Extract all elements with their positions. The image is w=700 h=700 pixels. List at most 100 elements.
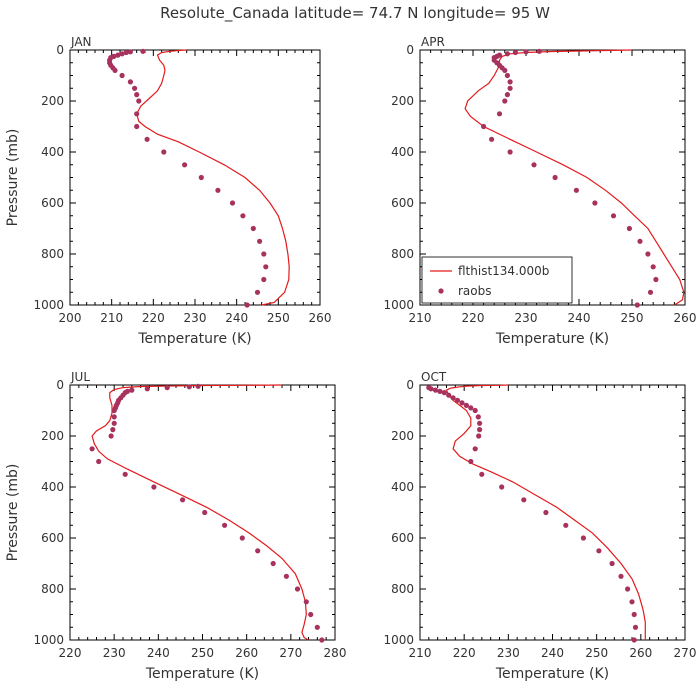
x-tick-label: 230 xyxy=(497,646,520,660)
panels: JAN 200 210 220 230 240 250 260 0 200 400 600 800 100… xyxy=(5,35,696,682)
model-line xyxy=(91,384,309,641)
obs-point xyxy=(543,509,549,516)
obs-point xyxy=(229,200,236,206)
obs-point xyxy=(531,162,537,168)
obs-point xyxy=(182,162,188,168)
x-tick-label: 230 xyxy=(515,311,538,325)
obs-point xyxy=(186,384,192,390)
x-tick-label: 260 xyxy=(309,311,332,325)
panel-label: JAN xyxy=(70,35,92,49)
obs-point xyxy=(507,79,513,85)
x-tick-label: 250 xyxy=(621,311,644,325)
obs-point xyxy=(144,386,150,392)
x-tick-label: 250 xyxy=(267,311,290,325)
obs-point xyxy=(294,586,301,592)
obs-point xyxy=(134,92,140,98)
y-tick-label: 1000 xyxy=(33,298,64,312)
obs-point xyxy=(240,213,246,219)
obs-point xyxy=(270,560,276,567)
panel-label: JUL xyxy=(70,370,90,384)
obs-point xyxy=(151,484,157,490)
panel-jul: JUL 220 230 240 250 260 270 280 0 200 400 600 800 100… xyxy=(5,370,346,682)
obs-point xyxy=(637,238,643,244)
obs-point xyxy=(255,548,261,554)
y-tick-label: 200 xyxy=(41,429,64,443)
obs-point xyxy=(476,433,482,439)
obs-point xyxy=(428,386,434,392)
obs-point xyxy=(507,149,513,155)
obs-point xyxy=(198,174,204,181)
x-tick-label: 220 xyxy=(142,311,165,325)
x-axis-title: Temperature (K) xyxy=(137,331,251,347)
y-tick-label: 800 xyxy=(391,582,414,596)
obs-point xyxy=(454,397,461,403)
obs-point xyxy=(609,560,615,567)
y-tick-label: 200 xyxy=(41,94,64,108)
obs-point xyxy=(96,458,102,465)
obs-point xyxy=(437,388,443,394)
obs-point xyxy=(450,395,456,401)
obs-point xyxy=(580,535,587,541)
x-tick-label: 230 xyxy=(103,646,126,660)
obs-point xyxy=(472,446,478,452)
legend-obs-label: raobs xyxy=(458,284,492,298)
obs-point xyxy=(477,427,483,433)
x-tick-label: 260 xyxy=(674,311,697,325)
y-axis-title: Pressure (mb) xyxy=(5,464,21,562)
obs-point xyxy=(481,123,487,130)
y-tick-label: 0 xyxy=(406,378,414,392)
obs-point xyxy=(180,497,186,503)
legend-box xyxy=(421,256,573,304)
obs-point xyxy=(239,535,245,541)
figure-title: Resolute_Canada latitude= 74.7 N longitu… xyxy=(160,4,550,23)
obs-point xyxy=(140,48,146,54)
obs-point xyxy=(195,383,201,389)
obs-point xyxy=(136,98,142,104)
obs-point xyxy=(319,637,325,643)
obs-point xyxy=(127,79,133,85)
y-tick-label: 600 xyxy=(41,196,64,210)
y-tick-label: 0 xyxy=(406,43,414,57)
panel-jan: JAN 200 210 220 230 240 250 260 0 200 400 600 800 100… xyxy=(5,35,331,347)
obs-point xyxy=(536,48,542,54)
y-tick-label: 600 xyxy=(41,531,64,545)
y-tick-label: 0 xyxy=(56,378,64,392)
y-axis-title: Pressure (mb) xyxy=(5,129,21,227)
obs-point xyxy=(523,49,529,55)
x-tick-label: 280 xyxy=(324,646,347,660)
obs-point xyxy=(123,49,129,56)
obs-point xyxy=(552,174,558,181)
obs-point xyxy=(127,49,133,55)
plot-frame xyxy=(419,384,686,641)
x-tick-label: 270 xyxy=(674,646,697,660)
obs-point xyxy=(463,402,469,408)
obs-point xyxy=(496,111,503,117)
y-tick-label: 1000 xyxy=(383,298,414,312)
y-tick-label: 400 xyxy=(391,480,414,494)
y-tick-label: 600 xyxy=(391,531,414,545)
obs-point xyxy=(504,92,510,98)
obs-point xyxy=(122,471,128,477)
obs-point xyxy=(314,624,320,630)
obs-point xyxy=(119,51,125,57)
obs-point xyxy=(468,405,474,411)
obs-point xyxy=(631,637,637,643)
x-axis-title: Temperature (K) xyxy=(495,331,609,347)
obs-point xyxy=(468,458,474,465)
x-tick-label: 230 xyxy=(184,311,207,325)
obs-point xyxy=(512,49,519,56)
obs-point xyxy=(303,599,309,605)
obs-point xyxy=(504,72,510,79)
obs-point xyxy=(250,225,256,232)
plot-frame xyxy=(69,49,321,306)
legend: flthist134.000b raobs xyxy=(421,256,573,304)
x-tick-label: 220 xyxy=(462,311,485,325)
x-tick-label: 240 xyxy=(568,311,591,325)
obs-point xyxy=(144,136,150,142)
x-tick-label: 270 xyxy=(279,646,302,660)
x-axis-title: Temperature (K) xyxy=(145,666,259,682)
x-tick-label: 210 xyxy=(409,646,432,660)
x-tick-label: 240 xyxy=(225,311,248,325)
obs-point xyxy=(631,611,637,618)
